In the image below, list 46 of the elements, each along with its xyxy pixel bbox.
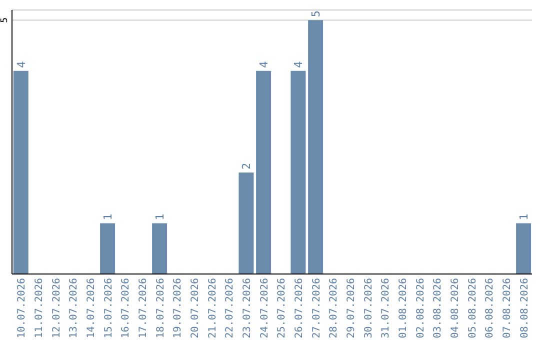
x-tick-label: 07.08.2026 [502, 278, 513, 338]
x-tick-label: 05.08.2026 [467, 278, 478, 338]
x-tick-label: 26.07.2026 [294, 278, 305, 338]
data-label: 4 [292, 60, 306, 68]
bar [13, 70, 28, 274]
x-tick-label: 04.08.2026 [450, 278, 461, 338]
x-tick-label: 03.08.2026 [432, 278, 444, 338]
x-tick-label: 06.08.2026 [484, 278, 496, 338]
x-tick-label: 31.07.2026 [380, 278, 392, 338]
x-tick-label: 21.07.2026 [207, 278, 218, 338]
x-tick-label: 17.07.2026 [138, 278, 149, 338]
x-tick-label: 11.07.2026 [34, 278, 45, 338]
bar [516, 223, 532, 274]
x-tick-label: 23.07.2026 [242, 278, 253, 338]
data-label: 5 [310, 10, 323, 18]
bar [308, 20, 324, 274]
x-tick-label: 08.08.2026 [519, 278, 530, 338]
bar [100, 223, 116, 274]
x-tick-label: 20.07.2026 [190, 278, 201, 338]
bar [152, 223, 168, 274]
x-tick-label: 27.07.2026 [311, 278, 322, 338]
x-tick-label: 29.07.2026 [346, 278, 357, 338]
bar [290, 70, 306, 274]
bar [256, 70, 272, 274]
x-tick-label: 22.07.2026 [224, 278, 236, 338]
data-label: 1 [102, 214, 115, 220]
x-tick-label: 16.07.2026 [120, 278, 132, 338]
x-tick-label: 02.08.2026 [415, 278, 426, 338]
data-label: 2 [240, 162, 254, 170]
x-tick-label: 30.07.2026 [363, 278, 374, 338]
x-tick-label: 19.07.2026 [172, 278, 184, 338]
x-tick-label: 25.07.2026 [276, 278, 288, 338]
x-tick-label: 13.07.2026 [68, 278, 80, 338]
x-tick-label: 10.07.2026 [16, 278, 28, 338]
data-label: 1 [518, 214, 531, 220]
x-tick-label: 15.07.2026 [103, 278, 114, 338]
bar [238, 172, 254, 274]
data-label: 4 [258, 60, 271, 68]
x-tick-label: 28.07.2026 [328, 278, 340, 338]
x-tick-label: 12.07.2026 [51, 278, 62, 338]
data-label: 1 [154, 214, 167, 220]
x-tick-label: 01.08.2026 [398, 278, 409, 338]
data-label: 4 [14, 60, 28, 68]
x-tick-label: 24.07.2026 [259, 278, 270, 338]
x-tick-label: 14.07.2026 [86, 278, 97, 338]
x-tick-label: 18.07.2026 [155, 278, 166, 338]
